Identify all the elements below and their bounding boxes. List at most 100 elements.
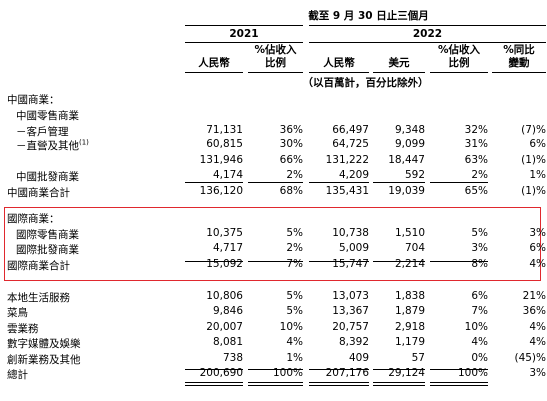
table-cell: 3% [529,367,546,379]
table-cell: 66% [279,154,303,166]
divider [309,72,369,73]
total-line [430,369,488,370]
table-cell: 200,690 [199,367,243,379]
table-cell: 1,510 [394,227,425,239]
table-cell: 131,946 [199,154,243,166]
table-cell: 8% [471,258,488,270]
table-cell: 9,348 [394,124,425,136]
table-cell: 4% [471,336,488,348]
table-cell: 0% [471,352,488,364]
col-usd-2022: 美元 [388,57,410,69]
table-cell: 135,431 [325,185,369,197]
row-label: 本地生活服務 [7,292,70,304]
table-cell: 8,081 [212,336,243,348]
row-label: 國際商業合計 [7,260,70,272]
table-cell: 8,392 [338,336,369,348]
divider [185,42,303,43]
table-cell: 15,747 [332,258,369,270]
divider [430,72,488,73]
row-label: 中國商業： [7,94,60,106]
table-cell: 1% [529,169,546,181]
table-cell: 7% [471,305,488,317]
table-cell: 64,725 [332,138,369,150]
table-cell: 60,815 [206,138,243,150]
subtotal-line [248,182,303,183]
table-cell: 13,367 [332,305,369,317]
table-cell: 9,099 [394,138,425,150]
row-label: 菜鳥 [7,307,28,319]
row-label: －直營及其他(1) [16,138,89,153]
table-cell: 2% [286,169,303,181]
table-cell: 3% [471,242,488,254]
year-2021-header: 2021 [229,28,259,40]
subtotal-line [430,261,488,262]
col-pct-2022: %佔收入 比例 [437,44,481,69]
table-cell: 5% [286,227,303,239]
table-cell: 20,007 [206,321,243,333]
total-double-line [373,382,425,386]
row-label: 中國商業合計 [7,187,70,199]
total-double-line [309,382,369,386]
table-cell: (1)% [521,154,546,166]
table-cell: 592 [404,169,425,181]
row-label: 雲業務 [7,323,39,335]
table-cell: 2,214 [394,258,425,270]
total-line [373,369,425,370]
table-cell: 207,176 [325,367,369,379]
table-cell: 738 [222,352,243,364]
subtotal-line [309,182,369,183]
table-cell: 4% [529,258,546,270]
table-cell: 57 [411,352,425,364]
total-double-line [185,382,243,386]
table-cell: 13,073 [332,290,369,302]
divider [492,72,546,73]
subtotal-line [185,261,243,262]
subtotal-line [430,182,488,183]
divider [185,72,243,73]
units-note: （以百萬計，百分比除外） [302,77,429,89]
table-cell: 7% [286,258,303,270]
table-cell: (45)% [514,352,546,364]
table-cell: 4,209 [338,169,369,181]
table-cell: 4% [529,336,546,348]
table-cell: 71,131 [206,124,243,136]
highlight-box [4,207,541,281]
table-cell: 31% [464,138,488,150]
total-line [309,369,369,370]
table-cell: 2% [286,242,303,254]
table-cell: 20,757 [332,321,369,333]
table-cell: 136,120 [199,185,243,197]
table-cell: 1% [286,352,303,364]
table-cell: 68% [279,185,303,197]
table-cell: 4% [286,336,303,348]
divider [309,25,546,26]
table-cell: 1,879 [394,305,425,317]
table-cell: 704 [404,242,425,254]
table-cell: 6% [529,242,546,254]
table-cell: 18,447 [388,154,425,166]
year-2022-header: 2022 [412,28,443,40]
subtotal-line [373,261,425,262]
table-cell: (1)% [521,185,546,197]
table-cell: 409 [348,352,369,364]
table-cell: 36% [522,305,546,317]
col-yoy: %同比 變動 [503,44,535,69]
table-cell: 3% [529,227,546,239]
row-label: 中國批發商業 [16,171,79,183]
table-cell: 10,375 [206,227,243,239]
table-cell: 29,124 [388,367,425,379]
total-line [248,369,303,370]
divider [373,72,425,73]
table-cell: 6% [471,290,488,302]
table-cell: (7)% [521,124,546,136]
footnote-marker: (1) [79,138,89,147]
table-cell: 6% [529,138,546,150]
table-cell: 10,738 [332,227,369,239]
table-cell: 36% [279,124,303,136]
col-rmb-2021: 人民幣 [198,57,230,69]
table-cell: 4,174 [212,169,243,181]
table-cell: 5,009 [338,242,369,254]
table-cell: 30% [279,138,303,150]
divider [185,25,303,26]
table-cell: 32% [464,124,488,136]
